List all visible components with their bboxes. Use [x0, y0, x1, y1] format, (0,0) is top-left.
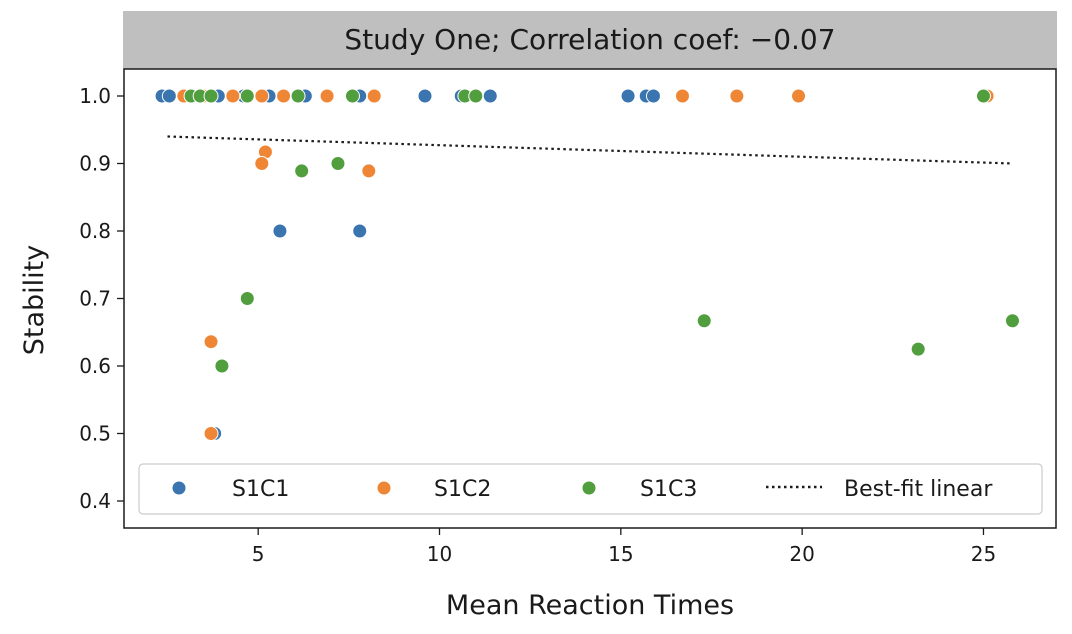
- x-tick-label: 10: [427, 542, 452, 566]
- legend-marker-s1c2: [376, 480, 392, 496]
- point-s1c2: [319, 88, 335, 104]
- point-s1c3: [294, 163, 310, 179]
- x-tick-label: 25: [971, 542, 996, 566]
- chart-title: Study One; Correlation coef: −0.07: [344, 23, 835, 56]
- point-s1c3: [468, 88, 484, 104]
- y-tick-label: 0.8: [79, 219, 111, 243]
- point-s1c2: [729, 88, 745, 104]
- points-layer: [154, 88, 1020, 441]
- y-tick-label: 0.5: [79, 422, 111, 446]
- y-axis: 0.4 0.5 0.6 0.7 0.8 0.9 1.0: [79, 84, 124, 513]
- point-s1c3: [239, 88, 255, 104]
- best-fit-layer: [167, 135, 1013, 165]
- point-s1c1: [417, 88, 433, 104]
- point-s1c1: [161, 88, 177, 104]
- point-s1c2: [203, 334, 219, 350]
- point-s1c3: [214, 358, 230, 374]
- point-s1c3: [696, 313, 712, 329]
- point-s1c2: [674, 88, 690, 104]
- y-tick-label: 0.6: [79, 354, 111, 378]
- legend-label-best-fit: Best-fit linear: [844, 477, 993, 502]
- y-tick-label: 0.4: [79, 489, 111, 513]
- x-tick-label: 5: [252, 542, 265, 566]
- y-axis-title: Stability: [19, 245, 50, 356]
- point-s1c2: [203, 426, 219, 441]
- x-tick-label: 15: [608, 542, 633, 566]
- legend-label-s1c1: S1C1: [232, 477, 289, 502]
- legend: S1C1 S1C2 S1C3 Best-fit linear: [138, 463, 1043, 515]
- point-s1c2: [361, 163, 377, 179]
- y-tick-label: 0.9: [79, 152, 111, 176]
- point-s1c2: [254, 88, 270, 104]
- point-s1c3: [290, 88, 306, 104]
- point-s1c3: [344, 88, 360, 104]
- y-tick-label: 1.0: [79, 84, 111, 108]
- x-axis-title: Mean Reaction Times: [446, 590, 734, 621]
- point-s1c2: [276, 88, 292, 104]
- x-tick-label: 20: [789, 542, 814, 566]
- legend-marker-s1c3: [581, 480, 597, 496]
- point-s1c3: [975, 88, 991, 104]
- point-s1c3: [910, 341, 926, 357]
- point-s1c1: [272, 223, 288, 239]
- plot-area: [123, 68, 1057, 529]
- best-fit-line: [167, 135, 1013, 165]
- x-axis: 5 10 15 20 25: [252, 528, 996, 566]
- point-s1c2: [254, 156, 270, 171]
- point-s1c2: [366, 88, 382, 104]
- legend-label-s1c2: S1C2: [434, 477, 491, 502]
- point-s1c3: [1004, 313, 1020, 329]
- title-banner: [123, 11, 1057, 69]
- point-s1c3: [330, 156, 346, 171]
- point-s1c1: [620, 88, 636, 104]
- point-s1c1: [645, 88, 661, 104]
- point-s1c1: [482, 88, 498, 104]
- y-tick-label: 0.7: [79, 287, 111, 311]
- point-s1c3: [203, 88, 219, 104]
- legend-marker-s1c1: [171, 480, 187, 496]
- point-s1c3: [239, 291, 255, 306]
- point-s1c2: [791, 88, 807, 104]
- point-s1c1: [352, 223, 368, 239]
- point-s1c2: [225, 88, 241, 104]
- legend-label-s1c3: S1C3: [640, 477, 697, 502]
